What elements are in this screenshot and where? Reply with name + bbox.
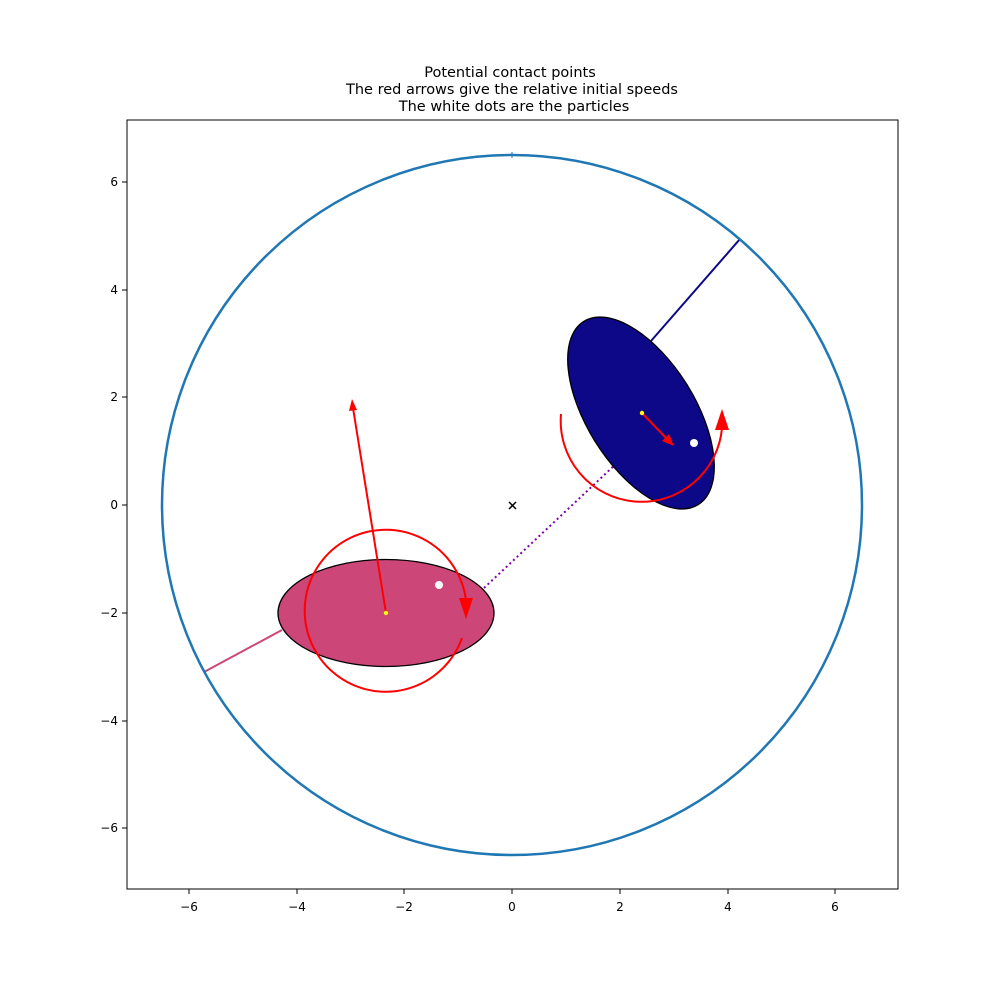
x-tick-label: 0 bbox=[508, 900, 516, 914]
y-tick-label: −2 bbox=[100, 606, 118, 620]
x-tick-label: 2 bbox=[616, 900, 624, 914]
y-tick-label: 0 bbox=[110, 498, 118, 512]
y-tick-label: −4 bbox=[100, 714, 118, 728]
origin-x-marker-icon bbox=[508, 501, 517, 510]
pink-velocity-arrow bbox=[352, 407, 387, 614]
x-tick-label: 6 bbox=[831, 900, 839, 914]
x-tick-label: −4 bbox=[288, 900, 306, 914]
blue-rotation-arrowhead-icon bbox=[715, 409, 729, 430]
blue-velocity-arrow bbox=[641, 412, 669, 441]
x-tick-labels: −6 −4 −2 0 2 4 6 bbox=[180, 900, 839, 914]
x-axis bbox=[188, 889, 836, 894]
title-line-3: The white dots are the particles bbox=[398, 99, 630, 115]
x-tick-label: −2 bbox=[395, 900, 413, 914]
y-tick-labels: 6 4 2 0 −2 −4 −6 bbox=[100, 175, 118, 835]
pink-particle-dot bbox=[435, 581, 443, 589]
blue-particle-dot bbox=[690, 439, 698, 447]
x-tick-label: −6 bbox=[180, 900, 198, 914]
chart-title: Potential contact points The red arrows … bbox=[345, 65, 678, 115]
pink-rotation-arrowhead-icon bbox=[459, 598, 473, 619]
blue-center-dot bbox=[639, 410, 645, 416]
x-tick-label: 4 bbox=[724, 900, 732, 914]
pink-rotation-arc bbox=[303, 528, 467, 693]
y-axis bbox=[122, 181, 127, 829]
pink-contact-line bbox=[203, 629, 283, 673]
y-tick-label: 6 bbox=[110, 175, 118, 189]
blue-velocity-arrowhead-icon bbox=[662, 434, 674, 446]
y-tick-label: −6 bbox=[100, 821, 118, 835]
contact-link-dotted bbox=[483, 461, 619, 589]
plot-area bbox=[126, 119, 899, 890]
pink-center-dot bbox=[383, 610, 389, 616]
y-tick-label: 4 bbox=[110, 283, 118, 297]
blue-contact-line bbox=[650, 238, 741, 342]
y-tick-label: 2 bbox=[110, 390, 118, 404]
title-line-1: Potential contact points bbox=[424, 65, 596, 81]
pink-velocity-arrowhead-icon bbox=[349, 399, 357, 411]
blue-rotation-arc bbox=[559, 413, 723, 503]
title-line-2: The red arrows give the relative initial… bbox=[345, 82, 678, 98]
